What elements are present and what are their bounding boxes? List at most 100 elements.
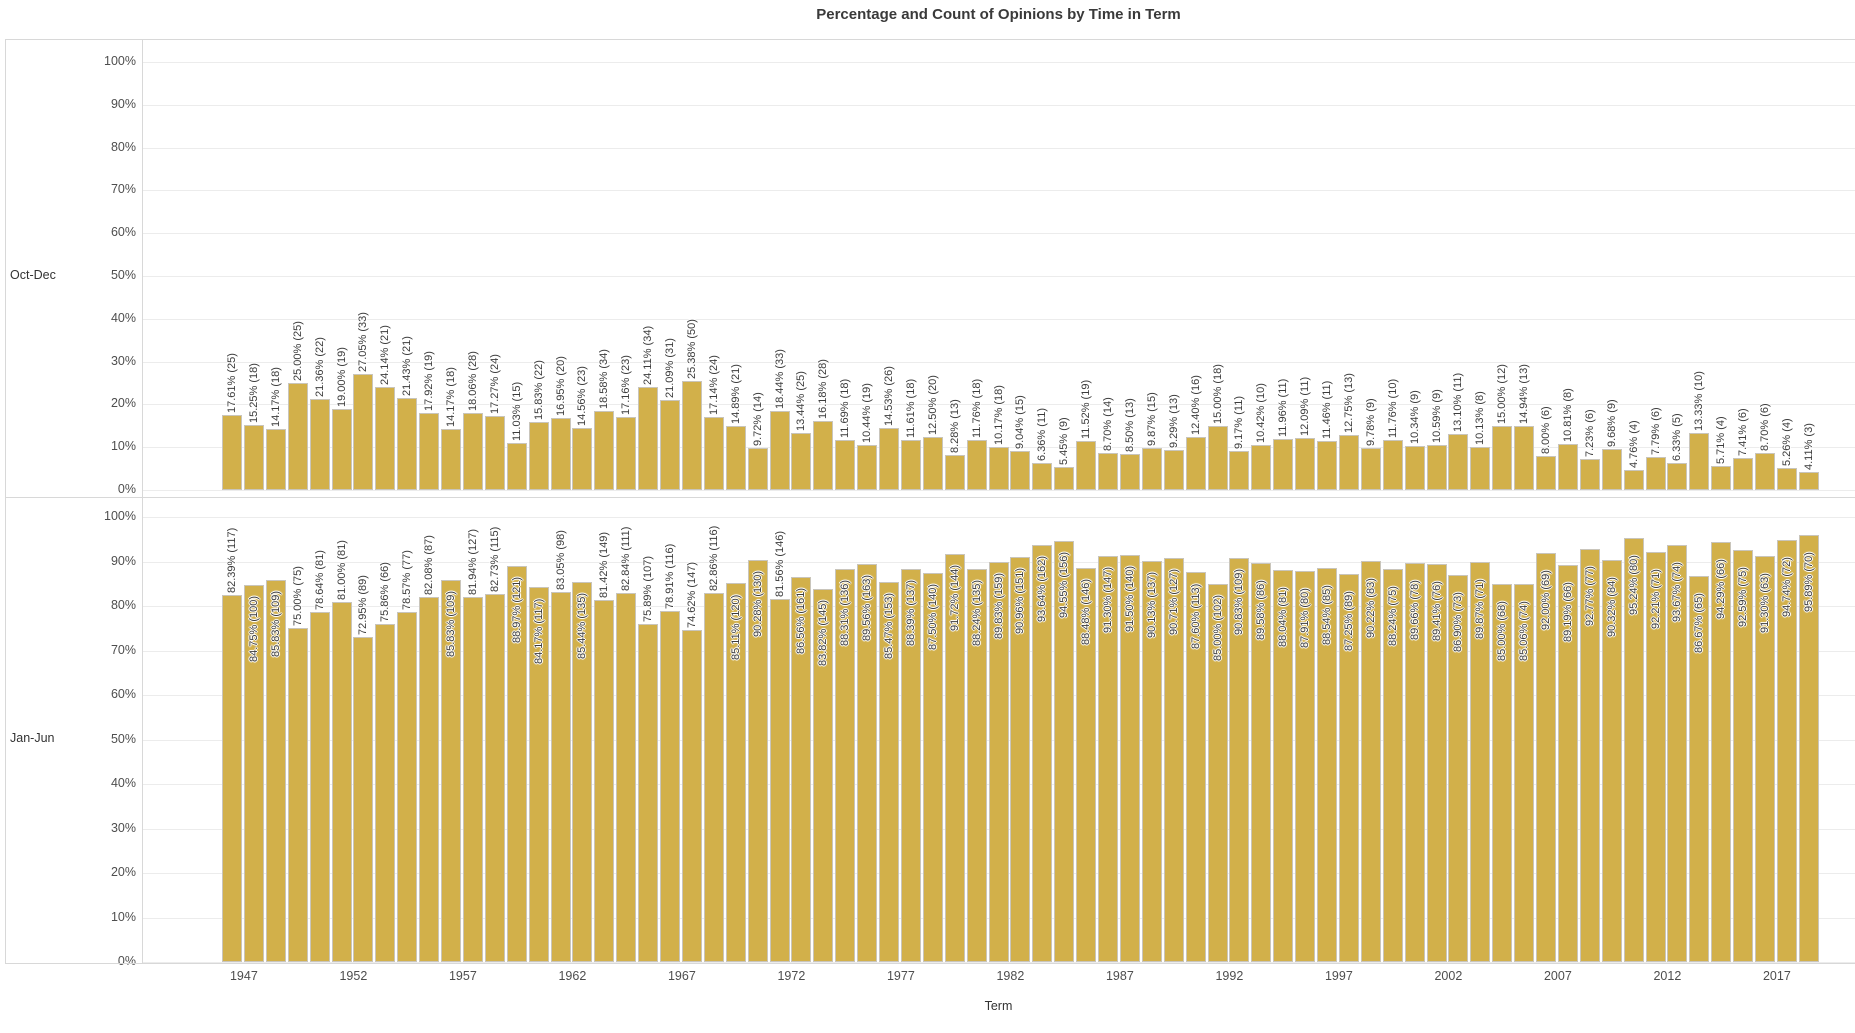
bar-jan-jun-1949[interactable]	[287, 628, 308, 963]
bar-oct-dec-2000[interactable]	[1404, 445, 1425, 490]
bar-oct-dec-2013[interactable]	[1689, 432, 1710, 490]
bar-oct-dec-1962[interactable]	[572, 427, 593, 490]
bar-oct-dec-1956[interactable]	[441, 429, 461, 490]
bar-jan-jun-1994[interactable]	[1273, 570, 1294, 962]
bar-jan-jun-1998[interactable]	[1360, 560, 1381, 962]
bar-jan-jun-1946[interactable]	[222, 595, 242, 962]
bar-jan-jun-1959[interactable]	[506, 566, 527, 962]
bar-oct-dec-1950[interactable]	[309, 398, 330, 490]
bar-oct-dec-1964[interactable]	[616, 416, 637, 490]
bar-jan-jun-1972[interactable]	[791, 576, 812, 962]
bar-jan-jun-2016[interactable]	[1755, 555, 1775, 962]
bar-oct-dec-1987[interactable]	[1119, 453, 1140, 490]
bar-jan-jun-1986[interactable]	[1098, 555, 1118, 962]
bar-oct-dec-1967[interactable]	[681, 381, 702, 490]
bar-jan-jun-1951[interactable]	[331, 601, 352, 962]
bar-oct-dec-1975[interactable]	[857, 445, 878, 490]
bar-oct-dec-2017[interactable]	[1776, 467, 1797, 490]
bar-oct-dec-1959[interactable]	[506, 442, 527, 490]
bar-oct-dec-2011[interactable]	[1645, 456, 1666, 490]
bar-jan-jun-1954[interactable]	[397, 612, 418, 962]
bar-jan-jun-1971[interactable]	[769, 599, 790, 962]
bar-jan-jun-2014[interactable]	[1711, 542, 1732, 962]
bar-jan-jun-1985[interactable]	[1076, 568, 1097, 962]
bar-oct-dec-1970[interactable]	[747, 448, 768, 490]
bar-jan-jun-1989[interactable]	[1163, 558, 1184, 962]
bar-oct-dec-1986[interactable]	[1098, 452, 1118, 490]
bar-oct-dec-2001[interactable]	[1426, 444, 1447, 490]
bar-jan-jun-1991[interactable]	[1207, 583, 1228, 963]
bar-jan-jun-1997[interactable]	[1338, 573, 1359, 962]
bar-jan-jun-1953[interactable]	[375, 624, 396, 962]
bar-oct-dec-1996[interactable]	[1317, 441, 1337, 490]
bar-jan-jun-1978[interactable]	[922, 572, 943, 962]
bar-oct-dec-1998[interactable]	[1360, 448, 1381, 490]
bar-oct-dec-2016[interactable]	[1755, 452, 1775, 490]
bar-oct-dec-1961[interactable]	[550, 417, 571, 490]
bar-oct-dec-1976[interactable]	[879, 427, 899, 490]
bar-jan-jun-1962[interactable]	[572, 581, 593, 962]
bar-jan-jun-1958[interactable]	[484, 593, 505, 962]
bar-jan-jun-1969[interactable]	[725, 583, 746, 962]
bar-oct-dec-1951[interactable]	[331, 408, 352, 490]
bar-jan-jun-1993[interactable]	[1251, 563, 1272, 962]
bar-jan-jun-2003[interactable]	[1470, 562, 1491, 962]
bar-jan-jun-1999[interactable]	[1382, 569, 1403, 962]
bar-jan-jun-2008[interactable]	[1579, 549, 1600, 962]
bar-oct-dec-1968[interactable]	[703, 416, 724, 490]
bar-jan-jun-2013[interactable]	[1689, 576, 1710, 962]
bar-oct-dec-1948[interactable]	[265, 429, 286, 490]
bar-oct-dec-1952[interactable]	[353, 374, 374, 490]
bar-oct-dec-1953[interactable]	[375, 386, 396, 490]
bar-jan-jun-1988[interactable]	[1141, 560, 1162, 962]
bar-jan-jun-2015[interactable]	[1733, 550, 1754, 962]
bar-oct-dec-1963[interactable]	[594, 410, 615, 490]
bar-jan-jun-1990[interactable]	[1185, 572, 1206, 962]
bar-jan-jun-1947[interactable]	[243, 584, 264, 962]
bar-oct-dec-1978[interactable]	[922, 436, 943, 490]
bar-jan-jun-1970[interactable]	[747, 560, 768, 962]
bar-oct-dec-2007[interactable]	[1557, 443, 1578, 490]
bar-jan-jun-1980[interactable]	[966, 569, 987, 962]
bar-oct-dec-2005[interactable]	[1514, 426, 1535, 490]
bar-jan-jun-2001[interactable]	[1426, 564, 1447, 962]
bar-jan-jun-2012[interactable]	[1667, 545, 1688, 962]
bar-jan-jun-1955[interactable]	[419, 596, 440, 962]
bar-jan-jun-1960[interactable]	[528, 587, 549, 962]
bar-jan-jun-1965[interactable]	[638, 624, 659, 962]
bar-oct-dec-1991[interactable]	[1207, 425, 1228, 490]
bar-oct-dec-1999[interactable]	[1382, 439, 1403, 490]
bar-jan-jun-1984[interactable]	[1054, 541, 1075, 962]
bar-jan-jun-1977[interactable]	[900, 568, 921, 962]
bar-jan-jun-1981[interactable]	[988, 562, 1009, 962]
bar-jan-jun-2017[interactable]	[1776, 540, 1797, 962]
bar-oct-dec-1985[interactable]	[1076, 440, 1097, 490]
bar-oct-dec-1960[interactable]	[528, 422, 549, 490]
bar-oct-dec-1973[interactable]	[813, 420, 834, 490]
bar-oct-dec-2003[interactable]	[1470, 446, 1491, 490]
bar-oct-dec-2012[interactable]	[1667, 462, 1688, 490]
bar-oct-dec-1979[interactable]	[944, 454, 965, 490]
bar-oct-dec-1974[interactable]	[835, 440, 856, 490]
bar-jan-jun-1963[interactable]	[594, 599, 615, 962]
bar-oct-dec-1971[interactable]	[769, 411, 790, 490]
bar-oct-dec-2008[interactable]	[1579, 459, 1600, 490]
bar-jan-jun-1961[interactable]	[550, 592, 571, 962]
bar-oct-dec-1982[interactable]	[1010, 451, 1031, 490]
bar-jan-jun-1982[interactable]	[1010, 557, 1031, 962]
bar-jan-jun-1992[interactable]	[1229, 557, 1250, 962]
bar-oct-dec-1990[interactable]	[1185, 436, 1206, 490]
bar-oct-dec-1995[interactable]	[1295, 438, 1316, 490]
bar-oct-dec-1965[interactable]	[638, 386, 659, 490]
bar-oct-dec-1981[interactable]	[988, 446, 1009, 490]
bar-oct-dec-2018[interactable]	[1798, 472, 1819, 490]
bar-oct-dec-1954[interactable]	[397, 398, 418, 490]
bar-oct-dec-1983[interactable]	[1032, 462, 1053, 490]
bar-oct-dec-1994[interactable]	[1273, 438, 1294, 490]
bar-oct-dec-2009[interactable]	[1601, 448, 1622, 490]
bar-jan-jun-1956[interactable]	[441, 580, 461, 962]
bar-oct-dec-1977[interactable]	[900, 440, 921, 490]
bar-jan-jun-1975[interactable]	[857, 563, 878, 962]
bar-jan-jun-1976[interactable]	[879, 581, 899, 962]
bar-jan-jun-1957[interactable]	[462, 597, 483, 962]
